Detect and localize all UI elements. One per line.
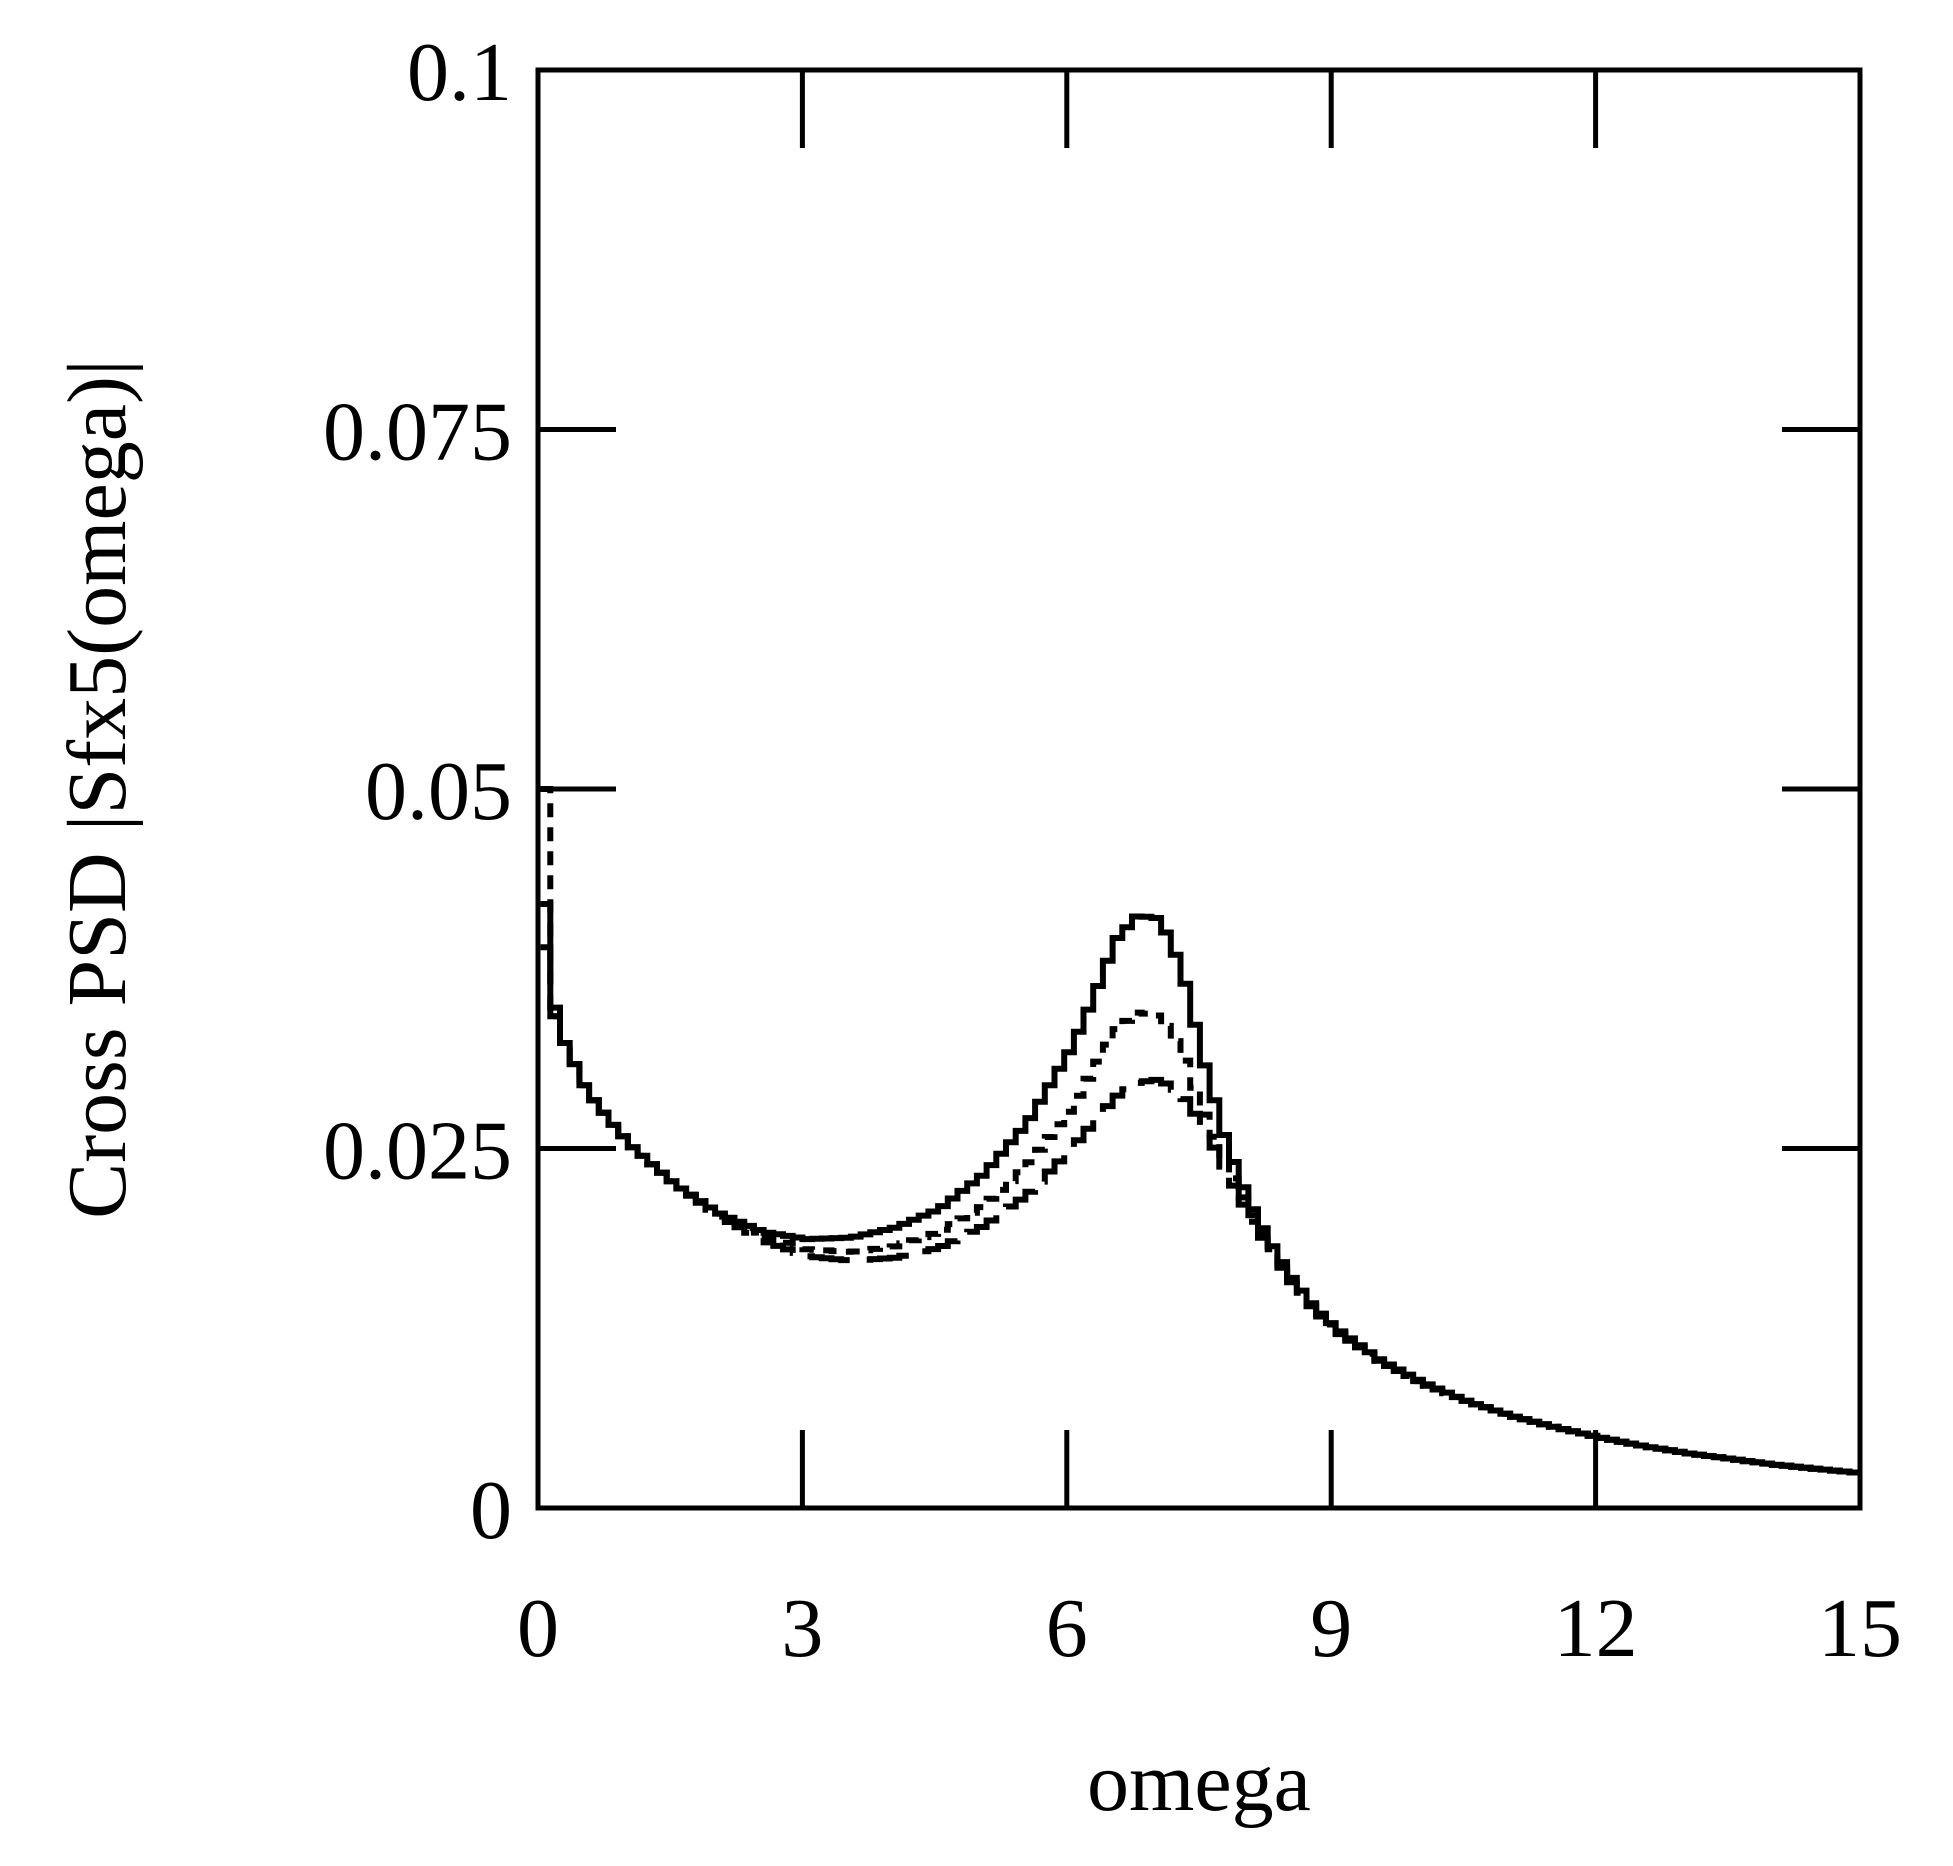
x-tick-label-4: 12 <box>1554 1582 1638 1675</box>
x-tick-label-5: 15 <box>1818 1582 1902 1675</box>
plot-area <box>540 786 1863 1476</box>
series-line-short-dashed <box>540 786 1863 1476</box>
y-tick-label-3: 0.075 <box>323 386 512 479</box>
y-tick-label-0: 0 <box>470 1464 512 1557</box>
x-tick-label-1: 3 <box>781 1582 823 1675</box>
x-tick-label-2: 6 <box>1046 1582 1088 1675</box>
plot-frame <box>535 67 1863 1511</box>
series-line-long-dashed <box>540 944 1863 1476</box>
y-tick-label-1: 0.025 <box>323 1105 512 1198</box>
series-line-solid <box>540 901 1863 1476</box>
y-axis-label: Cross PSD |Sfx5(omega)| <box>51 359 144 1219</box>
x-axis-label: omega <box>1087 1736 1311 1829</box>
x-tick-label-0: 0 <box>517 1582 559 1675</box>
axis-ticks <box>538 70 1860 1508</box>
tick-labels: 0 3 6 9 12 15 0 0.025 0.05 0.075 0.1 <box>323 26 1902 1675</box>
y-tick-label-2: 0.05 <box>365 745 512 838</box>
x-tick-label-3: 9 <box>1310 1582 1352 1675</box>
y-tick-label-4: 0.1 <box>407 26 512 119</box>
